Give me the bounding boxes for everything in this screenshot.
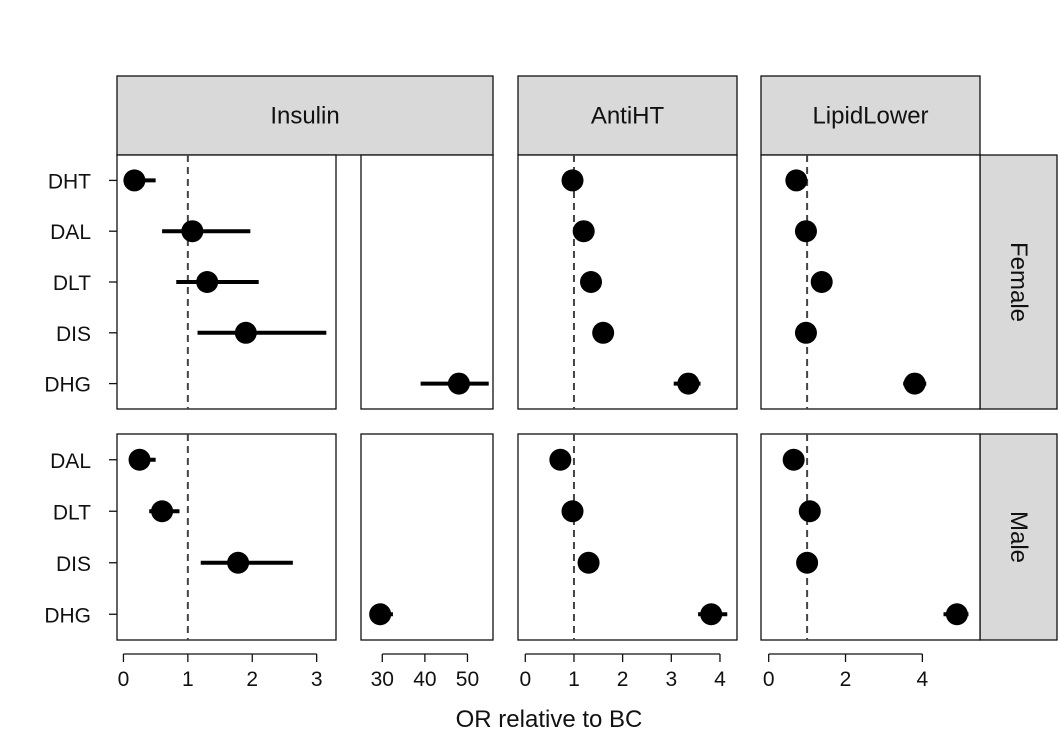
- point-male-insulin-dhg: [369, 603, 392, 626]
- point-female-antiht-dht: [561, 169, 584, 192]
- point-male-antiht-dlt: [561, 500, 584, 523]
- y-tick-label-dal: DAL: [50, 221, 91, 244]
- y-tick-label-dlt: DLT: [53, 272, 91, 295]
- panel-female-insulin-1: [360, 154, 494, 410]
- strip-antiht: [517, 75, 738, 156]
- point-male-antiht-dhg: [700, 603, 723, 626]
- x-tick-label-insulin-3: 3: [311, 668, 323, 691]
- y-tick-label-dlt: DLT: [53, 501, 91, 524]
- x-tick-label-antiht-4: 4: [714, 668, 726, 691]
- y-tick-label-dhg: DHG: [44, 604, 91, 627]
- x-tick-label-insulin-2: 2: [246, 668, 258, 691]
- point-female-lipidlower-dhg: [903, 372, 926, 395]
- x-tick-label-lipidlower-4: 4: [917, 668, 929, 691]
- strip-lipidlower: [760, 75, 981, 156]
- x-tick-label-insulin-30: 30: [371, 668, 394, 691]
- y-tick-label-dis: DIS: [56, 323, 91, 346]
- point-male-lipidlower-dhg: [945, 603, 968, 626]
- point-female-lipidlower-dht: [785, 169, 808, 192]
- point-male-lipidlower-dlt: [798, 500, 821, 523]
- point-female-antiht-dal: [572, 220, 595, 243]
- point-female-lipidlower-dis: [794, 321, 817, 344]
- point-male-antiht-dal: [549, 448, 572, 471]
- y-tick-label-dal: DAL: [50, 450, 91, 473]
- x-tick-label-insulin-50: 50: [456, 668, 479, 691]
- point-female-insulin-dlt: [196, 271, 219, 293]
- x-tick-label-insulin-40: 40: [413, 668, 436, 691]
- point-male-insulin-dal: [128, 448, 151, 471]
- point-female-antiht-dhg: [677, 372, 700, 395]
- x-tick-label-insulin-1: 1: [182, 668, 194, 691]
- panel-male-insulin-0: [116, 433, 337, 641]
- x-tick-label-antiht-2: 2: [617, 668, 629, 691]
- y-tick-label-dhg: DHG: [44, 374, 91, 397]
- point-male-insulin-dis: [227, 551, 250, 574]
- x-tick-label-insulin-0: 0: [118, 668, 130, 691]
- point-male-insulin-dlt: [151, 500, 174, 523]
- panels: [116, 154, 981, 641]
- panel-female-antiht-0: [517, 154, 738, 410]
- strip-insulin: [116, 75, 494, 156]
- x-tick-label-antiht-3: 3: [665, 668, 677, 691]
- x-axes: 0 1 2 3 30 40 50 0 1 2 3 4 0 2 4: [118, 653, 929, 691]
- point-male-lipidlower-dis: [796, 551, 819, 574]
- point-female-lipidlower-dlt: [810, 271, 833, 293]
- point-female-antiht-dlt: [580, 271, 602, 293]
- y-axes: DHT DAL DLT DIS DHG DAL DLT DIS DHG: [44, 170, 117, 627]
- row-strips: Female Male: [979, 154, 1058, 641]
- point-female-insulin-dal: [181, 220, 204, 243]
- point-female-lipidlower-dal: [794, 220, 817, 243]
- column-strips: Insulin AntiHT LipidLower: [116, 75, 981, 156]
- x-tick-label-lipidlower-0: 0: [763, 668, 775, 691]
- point-female-insulin-dhg: [447, 372, 470, 395]
- point-female-insulin-dht: [123, 169, 146, 192]
- x-axis-label: OR relative to BC: [456, 706, 643, 730]
- strip-female: [979, 154, 1058, 410]
- strip-label-female: Female: [1005, 242, 1032, 322]
- point-female-insulin-dis: [234, 321, 257, 344]
- strip-label-lipidlower: LipidLower: [812, 103, 928, 130]
- strip-label-insulin: Insulin: [270, 103, 339, 130]
- panel-female-lipidlower-0: [760, 154, 981, 410]
- point-male-lipidlower-dal: [782, 448, 805, 471]
- point-female-antiht-dis: [592, 321, 615, 344]
- strip-label-male: Male: [1005, 511, 1032, 563]
- strip-male: [979, 433, 1058, 641]
- strip-label-antiht: AntiHT: [591, 103, 665, 130]
- x-tick-label-lipidlower-2: 2: [840, 668, 852, 691]
- x-tick-label-antiht-0: 0: [519, 668, 531, 691]
- point-male-antiht-dis: [577, 551, 600, 574]
- x-tick-label-antiht-1: 1: [568, 668, 580, 691]
- y-tick-label-dis: DIS: [56, 553, 91, 576]
- y-tick-label-dht: DHT: [48, 170, 91, 193]
